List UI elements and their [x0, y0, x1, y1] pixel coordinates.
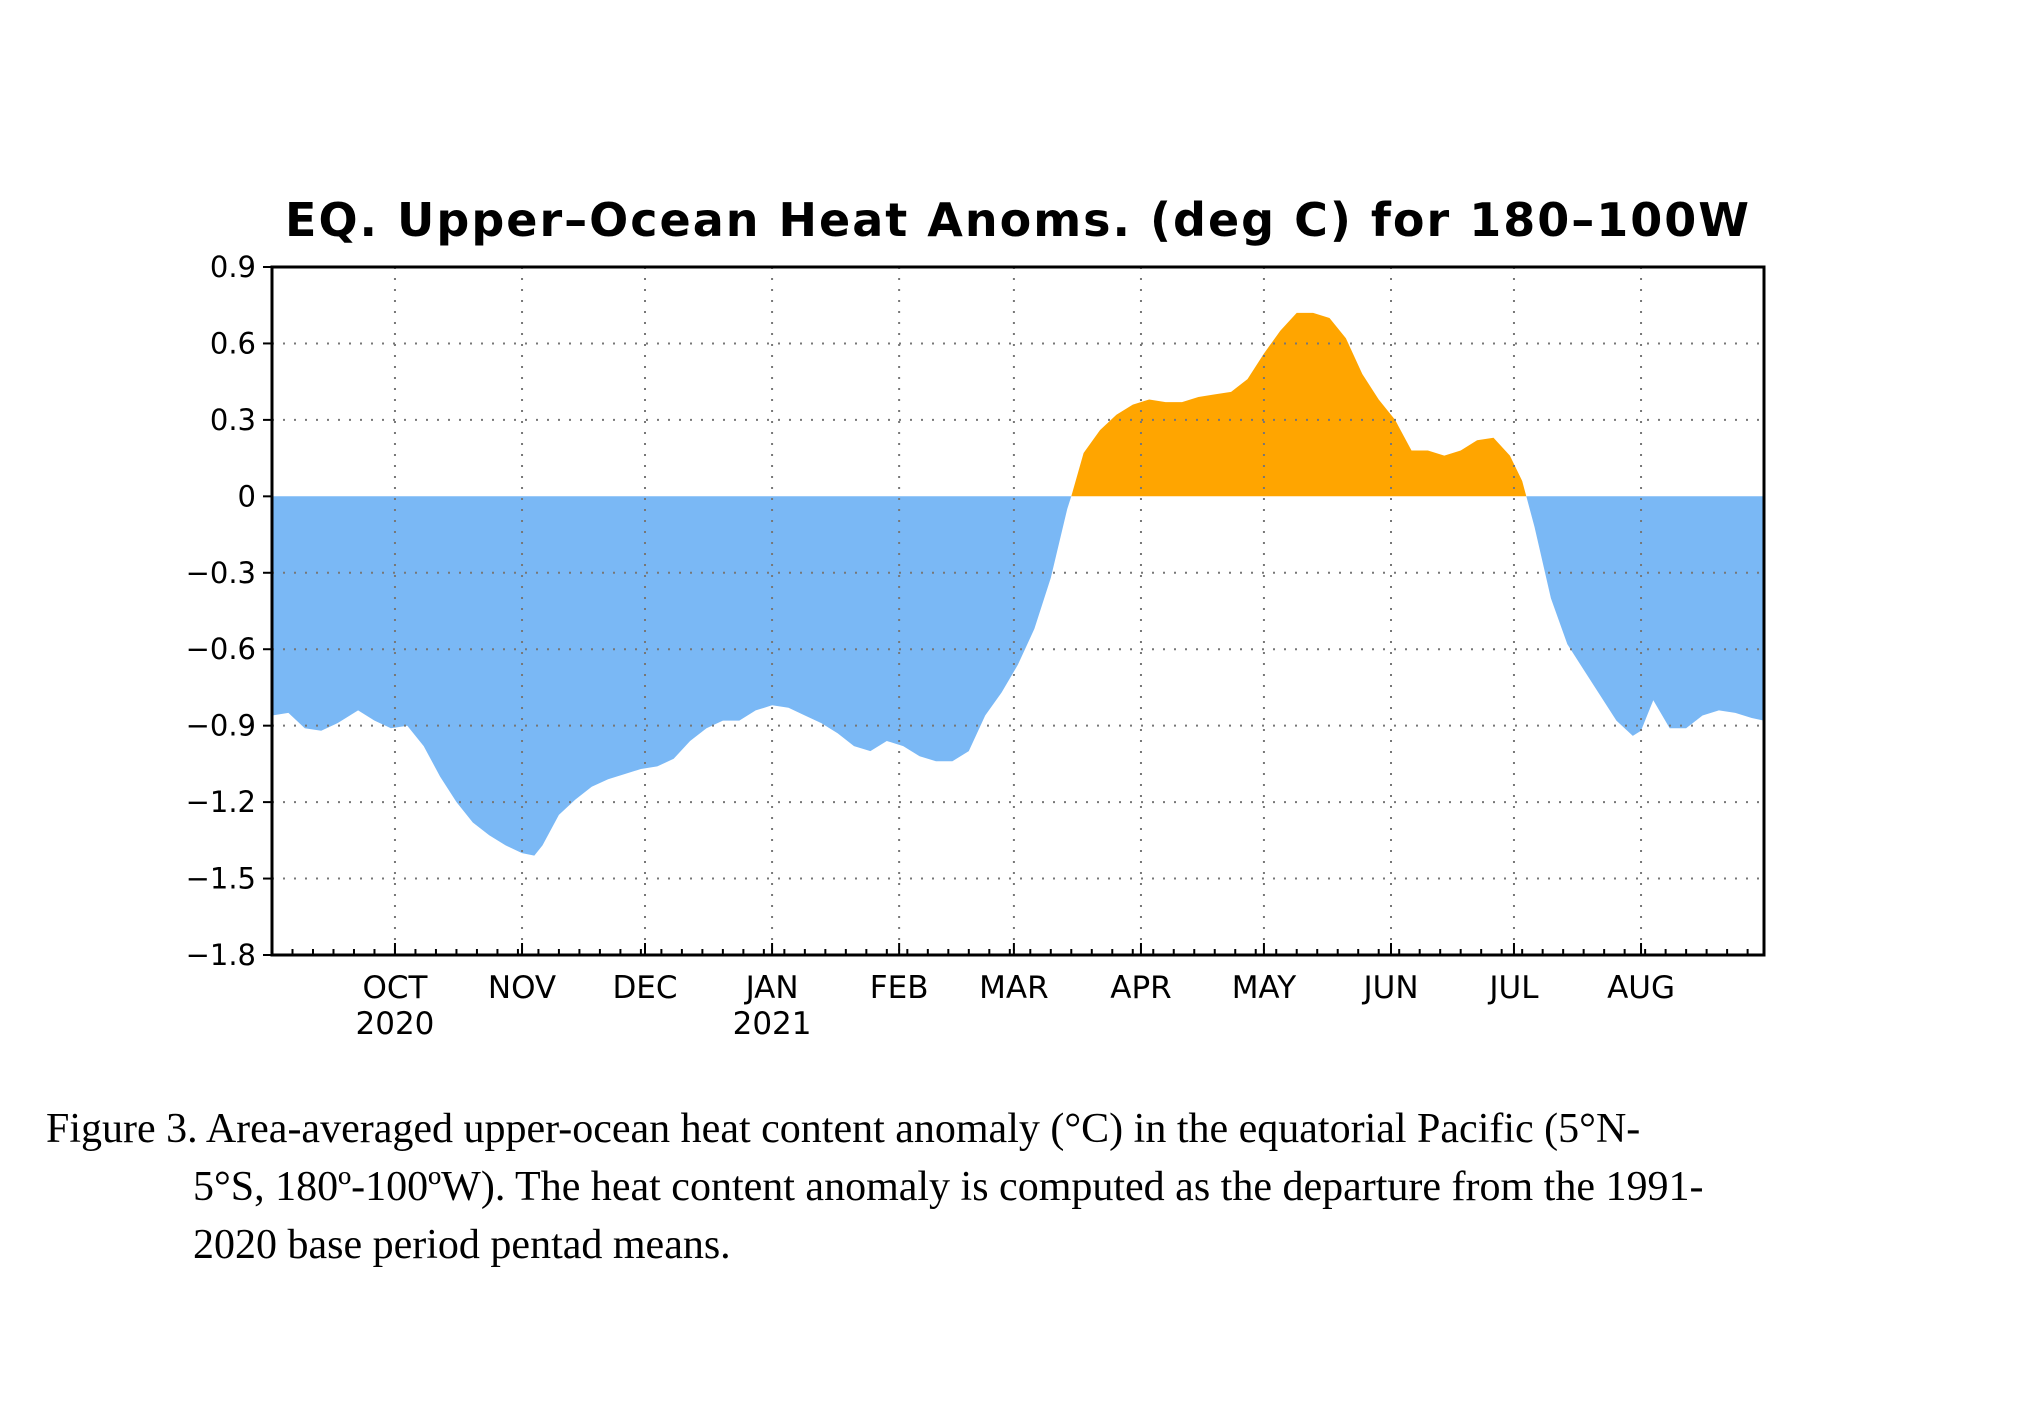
- x-year-label: 2020: [356, 1006, 435, 1042]
- negative-anomaly-area-0: [272, 496, 1072, 856]
- y-tick-label: 0.9: [210, 250, 256, 284]
- y-tick-label: −1.2: [186, 785, 256, 819]
- x-year-label: 2021: [733, 1006, 812, 1042]
- y-tick-label: 0: [238, 479, 256, 513]
- x-month-label: FEB: [870, 970, 929, 1006]
- x-month-label: OCT: [362, 970, 428, 1006]
- x-month-label: AUG: [1607, 970, 1675, 1006]
- caption-line-3: 2020 base period pentad means.: [193, 1222, 731, 1268]
- figure-caption: Figure 3. Area-averaged upper-ocean heat…: [46, 1100, 2006, 1274]
- x-month-label: JUN: [1361, 970, 1418, 1006]
- x-month-label: DEC: [612, 970, 677, 1006]
- x-month-label: MAY: [1232, 970, 1297, 1006]
- y-tick-label: −1.8: [186, 938, 256, 972]
- grid-layer: [272, 267, 1764, 955]
- x-month-label: JUL: [1487, 970, 1539, 1006]
- y-tick-label: −0.6: [186, 632, 256, 666]
- caption-line-2: 5°S, 180º-100ºW). The heat content anoma…: [193, 1164, 1704, 1210]
- y-tick-label: 0.6: [210, 326, 256, 360]
- y-tick-label: −0.3: [186, 556, 256, 590]
- y-tick-label: 0.3: [210, 403, 256, 437]
- plot-frame: [270, 265, 1766, 957]
- y-tick-label: −1.5: [186, 862, 256, 896]
- x-month-label: MAR: [979, 970, 1049, 1006]
- anomaly-area-layer: [272, 312, 1764, 856]
- x-month-label: NOV: [488, 970, 556, 1006]
- caption-line-1: Figure 3. Area-averaged upper-ocean heat…: [46, 1106, 1641, 1152]
- x-month-label: APR: [1110, 970, 1171, 1006]
- y-tick-label: −0.9: [186, 709, 256, 743]
- chart-title: EQ. Upper–Ocean Heat Anoms. (deg C) for …: [285, 193, 1751, 247]
- axis-layer: 0.90.60.30−0.3−0.6−0.9−1.2−1.5−1.8OCT202…: [186, 250, 1749, 1042]
- positive-anomaly-area-1: [1071, 312, 1527, 497]
- x-month-label: JAN: [744, 970, 799, 1006]
- negative-anomaly-area-2: [1526, 496, 1764, 736]
